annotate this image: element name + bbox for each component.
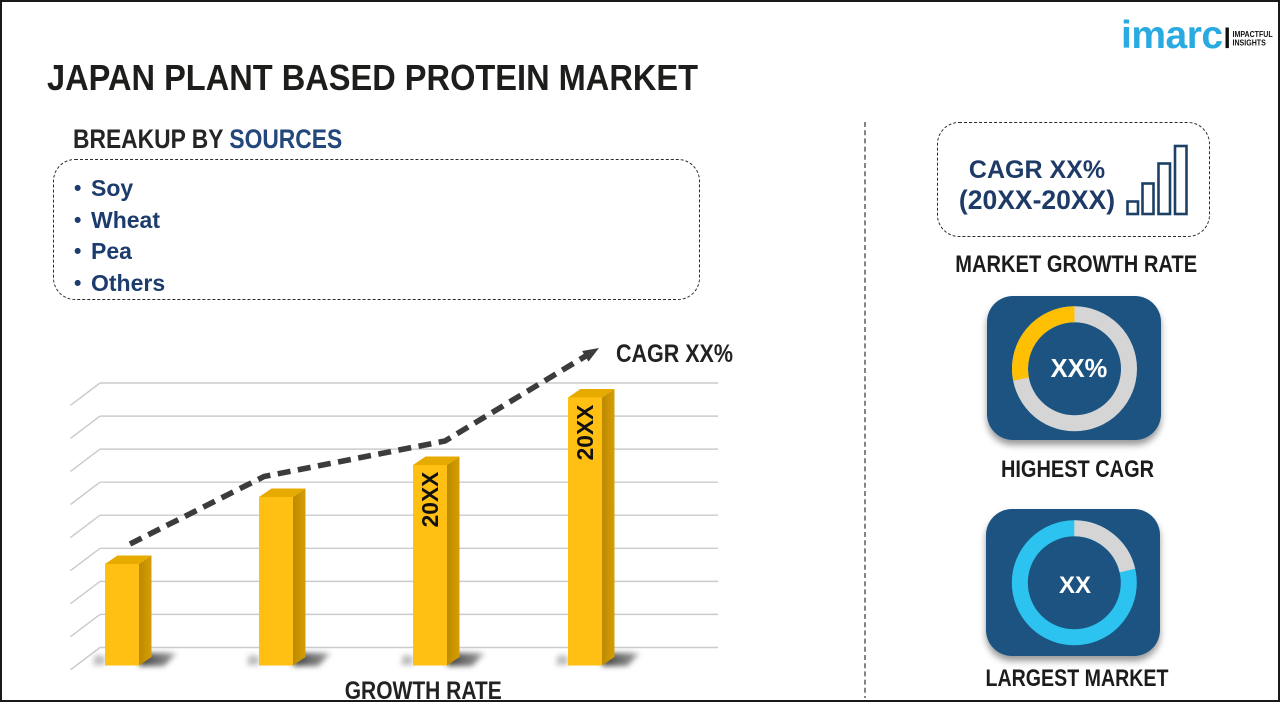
svg-text:INSIGHTS: INSIGHTS (1233, 38, 1266, 48)
svg-text:IMPACTFUL: IMPACTFUL (1233, 29, 1273, 39)
svg-text:CAGR XX%: CAGR XX% (616, 339, 733, 367)
svg-text:GROWTH RATE: GROWTH RATE (345, 676, 502, 704)
svg-text:XX%: XX% (1051, 355, 1108, 383)
svg-text:20XX: 20XX (417, 472, 443, 528)
svg-text:20XX: 20XX (572, 405, 598, 461)
svg-text:XX: XX (1059, 572, 1091, 599)
